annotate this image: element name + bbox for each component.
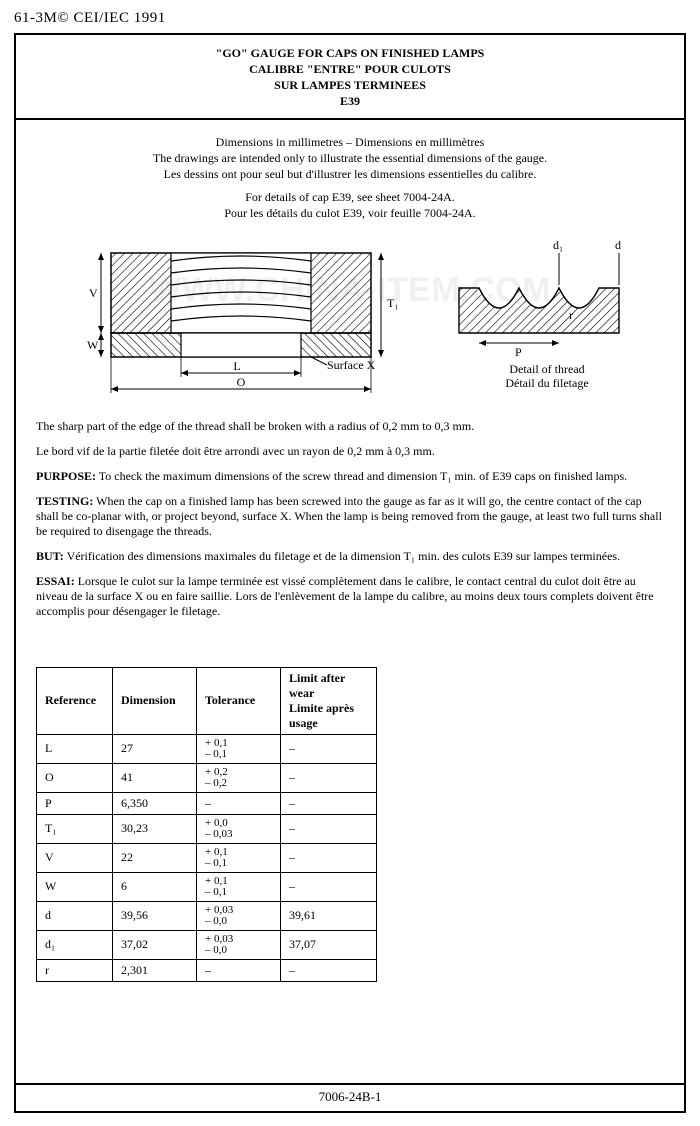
cell-dim: 6,350 — [113, 792, 197, 814]
label-but: BUT: — [36, 549, 64, 563]
cell-dim: 2,301 — [113, 959, 197, 981]
cell-lim: – — [281, 843, 377, 872]
th-tolerance: Tolerance — [197, 667, 281, 734]
table-header-row: Reference Dimension Tolerance Limit afte… — [37, 667, 377, 734]
para-3-text: To check the maximum dimensions of the s… — [96, 469, 627, 483]
table-row: W6+ 0,1– 0,1– — [37, 872, 377, 901]
diagram-row: WWW.CHINA-ITEM.COM — [36, 233, 664, 393]
title-code: E39 — [16, 94, 684, 109]
cell-tol: + 0,03– 0,0 — [197, 930, 281, 959]
gauge-section-diagram: V W T₁ L O — [51, 233, 431, 393]
th-dimension: Dimension — [113, 667, 197, 734]
para-6-text: Lorsque le culot sur la lampe terminée e… — [36, 574, 654, 618]
cell-dim: 27 — [113, 734, 197, 763]
thread-detail-diagram: d₁ d r P Detail of thread Détail du file… — [449, 233, 649, 393]
dim-W: W — [87, 338, 99, 352]
cell-lim: – — [281, 763, 377, 792]
table-row: V22+ 0,1– 0,1– — [37, 843, 377, 872]
cell-tol: – — [197, 792, 281, 814]
para-4: TESTING: When the cap on a finished lamp… — [36, 494, 664, 539]
cell-ref: V — [37, 843, 113, 872]
title-line-1: "GO" GAUGE FOR CAPS ON FINISHED LAMPS — [16, 46, 684, 61]
label-testing: TESTING: — [36, 494, 93, 508]
surface-x-label: Surface X — [327, 358, 376, 372]
cell-dim: 37,02 — [113, 930, 197, 959]
cell-tol: + 0,1– 0,1 — [197, 872, 281, 901]
para-1: The sharp part of the edge of the thread… — [36, 419, 664, 434]
cell-ref: P — [37, 792, 113, 814]
table-row: L27+ 0,1– 0,1– — [37, 734, 377, 763]
cell-tol: + 0,03– 0,0 — [197, 901, 281, 930]
dim-L: L — [233, 359, 240, 373]
table-row: d₁37,02+ 0,03– 0,037,07 — [37, 930, 377, 959]
cell-tol: + 0,1– 0,1 — [197, 734, 281, 763]
para-6: ESSAI: Lorsque le culot sur la lampe ter… — [36, 574, 664, 619]
label-essai: ESSAI: — [36, 574, 75, 588]
intro-l2: The drawings are intended only to illust… — [36, 150, 664, 166]
cell-ref: L — [37, 734, 113, 763]
page-header: 61-3M© CEI/IEC 1991 — [14, 10, 686, 27]
para-2: Le bord vif de la partie filetée doit êt… — [36, 444, 664, 459]
cell-tol: + 0,1– 0,1 — [197, 843, 281, 872]
cell-lim: – — [281, 814, 377, 843]
title-line-2: CALIBRE "ENTRE" POUR CULOTS — [16, 62, 684, 77]
intro-block: Dimensions in millimetres – Dimensions e… — [36, 134, 664, 221]
table-row: r2,301–– — [37, 959, 377, 981]
th-limit-l2: Limite après usage — [289, 701, 368, 731]
cell-dim: 41 — [113, 763, 197, 792]
para-3: PURPOSE: To check the maximum dimensions… — [36, 469, 664, 484]
table-body: L27+ 0,1– 0,1–O41+ 0,2– 0,2–P6,350––T₁30… — [37, 734, 377, 981]
cell-ref: T₁ — [37, 814, 113, 843]
cell-tol: + 0,2– 0,2 — [197, 763, 281, 792]
dim-O: O — [237, 375, 246, 389]
th-limit: Limit after wear Limite après usage — [281, 667, 377, 734]
intro-l5: Pour les détails du culot E39, voir feui… — [36, 205, 664, 221]
cell-ref: r — [37, 959, 113, 981]
cell-dim: 6 — [113, 872, 197, 901]
table-row: d39,56+ 0,03– 0,039,61 — [37, 901, 377, 930]
cell-ref: W — [37, 872, 113, 901]
para-5: BUT: Vérification des dimensions maximal… — [36, 549, 664, 564]
cell-lim: – — [281, 734, 377, 763]
intro-l1: Dimensions in millimetres – Dimensions e… — [36, 134, 664, 150]
para-5-text: Vérification des dimensions maximales du… — [64, 549, 620, 563]
detail-label-fr: Détail du filetage — [505, 376, 588, 390]
dim-r: r — [569, 308, 573, 322]
cell-lim: 37,07 — [281, 930, 377, 959]
title-line-3: SUR LAMPES TERMINEES — [16, 78, 684, 93]
cell-ref: d₁ — [37, 930, 113, 959]
content-area: Dimensions in millimetres – Dimensions e… — [16, 120, 684, 982]
cell-tol: + 0,0– 0,03 — [197, 814, 281, 843]
dim-T1: T₁ — [387, 296, 399, 310]
intro-l3: Les dessins ont pour seul but d'illustre… — [36, 166, 664, 182]
th-reference: Reference — [37, 667, 113, 734]
dim-P: P — [515, 345, 522, 359]
dim-d: d — [615, 238, 621, 252]
th-limit-l1: Limit after wear — [289, 671, 368, 701]
dim-d1: d₁ — [553, 238, 563, 252]
body-text: The sharp part of the edge of the thread… — [36, 419, 664, 619]
dimensions-table: Reference Dimension Tolerance Limit afte… — [36, 667, 377, 982]
cell-lim: – — [281, 872, 377, 901]
cell-ref: O — [37, 763, 113, 792]
detail-label-en: Detail of thread — [509, 362, 584, 376]
cell-ref: d — [37, 901, 113, 930]
cell-lim: 39,61 — [281, 901, 377, 930]
label-purpose: PURPOSE: — [36, 469, 96, 483]
table-row: O41+ 0,2– 0,2– — [37, 763, 377, 792]
dim-V: V — [89, 286, 98, 300]
table-row: T₁30,23+ 0,0– 0,03– — [37, 814, 377, 843]
sheet-footer: 7006-24B-1 — [16, 1083, 684, 1111]
cell-dim: 22 — [113, 843, 197, 872]
cell-lim: – — [281, 959, 377, 981]
cell-dim: 30,23 — [113, 814, 197, 843]
table-row: P6,350–– — [37, 792, 377, 814]
intro-l4: For details of cap E39, see sheet 7004-2… — [36, 189, 664, 205]
para-4-text: When the cap on a finished lamp has been… — [36, 494, 662, 538]
cell-lim: – — [281, 792, 377, 814]
cell-dim: 39,56 — [113, 901, 197, 930]
document-frame: "GO" GAUGE FOR CAPS ON FINISHED LAMPS CA… — [14, 33, 686, 1113]
title-block: "GO" GAUGE FOR CAPS ON FINISHED LAMPS CA… — [16, 35, 684, 120]
cell-tol: – — [197, 959, 281, 981]
